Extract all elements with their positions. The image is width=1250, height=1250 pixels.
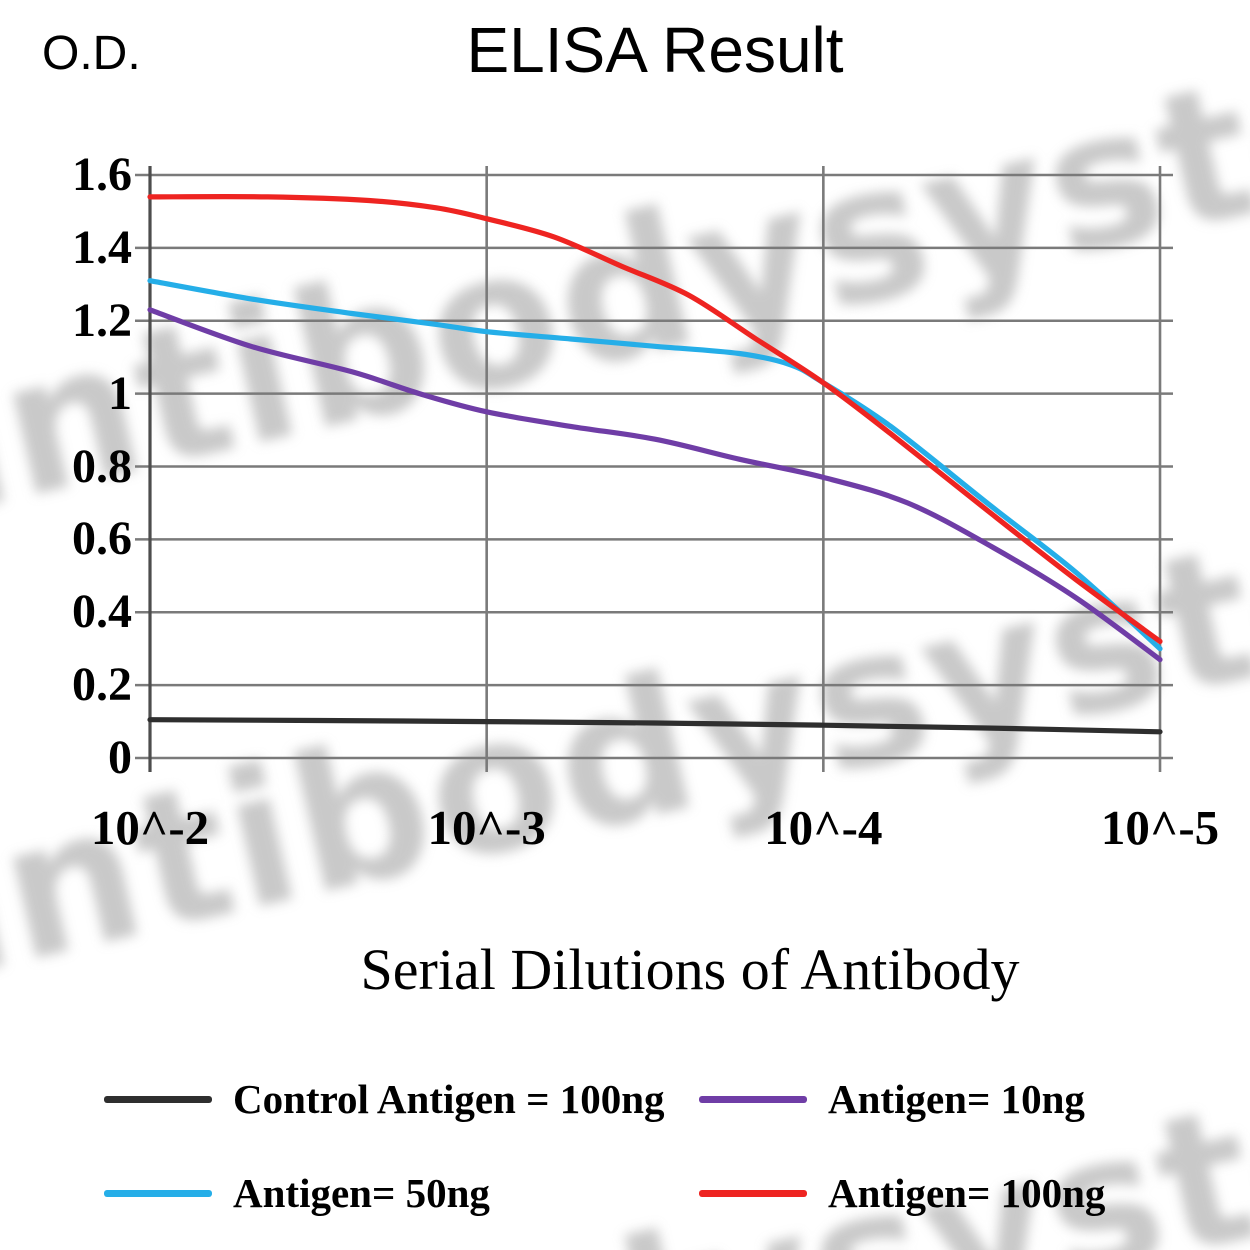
y-tick-label: 1.2 — [72, 293, 132, 347]
y-tick-label: 0.2 — [72, 658, 132, 712]
y-tick-label: 1.6 — [72, 148, 132, 201]
y-tick-label: 0.6 — [72, 512, 132, 566]
x-axis-title: Serial Dilutions of Antibody — [360, 937, 1020, 1002]
legend-item: Control Antigen = 100ng — [104, 1071, 665, 1127]
legend-line-swatch — [699, 1095, 807, 1103]
series-curve-2 — [147, 278, 1163, 652]
legend-label: Control Antigen = 100ng — [233, 1076, 665, 1122]
y-tick-label: 0.8 — [72, 439, 132, 493]
y-tick-label: 0 — [108, 731, 132, 784]
y-tick-label: 1.4 — [72, 220, 132, 274]
legend-label: Antigen= 10ng — [828, 1076, 1085, 1122]
y-axis-unit-label: O.D. — [42, 27, 141, 80]
series-curve-0 — [147, 717, 1163, 735]
legend-line-swatch — [699, 1189, 807, 1197]
legend-label: Antigen= 100ng — [828, 1170, 1106, 1216]
legend-line-swatch — [104, 1095, 212, 1103]
legend-label: Antigen= 50ng — [233, 1170, 490, 1216]
series-curve-3 — [147, 194, 1163, 644]
series-curve-1 — [147, 307, 1163, 663]
x-tick-label: 10^-5 — [1100, 800, 1220, 855]
legend-item: Antigen= 100ng — [699, 1165, 1105, 1221]
legend-item: Antigen= 10ng — [699, 1071, 1085, 1127]
legend-item: Antigen= 50ng — [104, 1165, 490, 1221]
y-tick-label: 0.4 — [72, 585, 132, 639]
legend-line-swatch — [104, 1189, 212, 1197]
x-tick-label: 10^-4 — [764, 800, 883, 855]
chart-title: ELISA Result — [466, 14, 844, 86]
x-tick-label: 10^-2 — [90, 800, 210, 855]
x-tick-label: 10^-3 — [427, 800, 546, 855]
y-tick-label: 1 — [108, 366, 132, 420]
